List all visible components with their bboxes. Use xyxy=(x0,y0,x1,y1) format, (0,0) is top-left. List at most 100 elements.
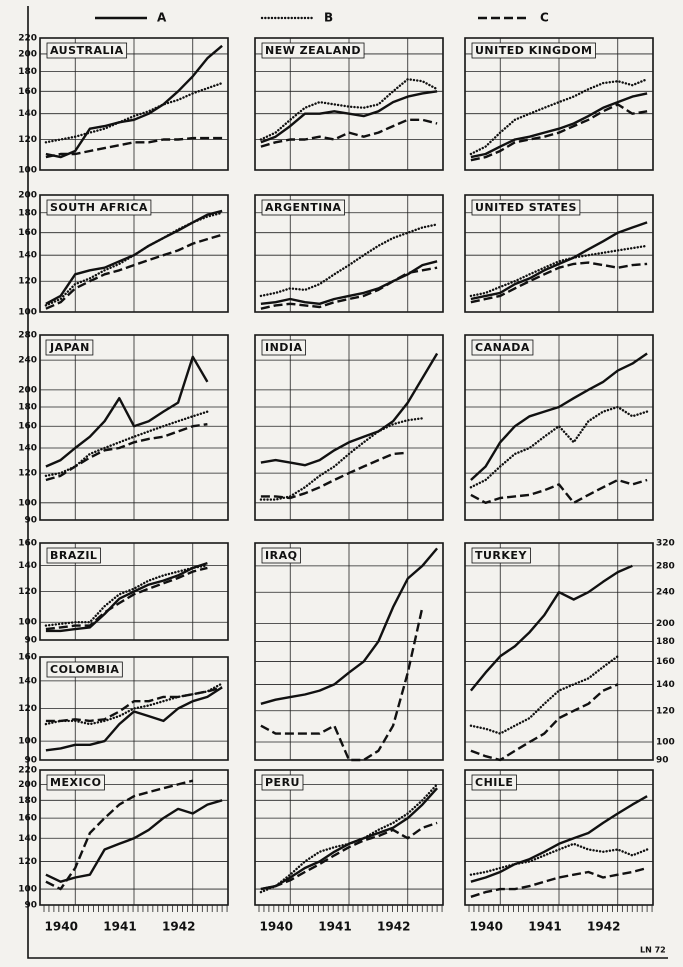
y-tick-label: 120 xyxy=(18,857,37,867)
y-tick-label: 100 xyxy=(18,737,37,747)
y-tick-label: 120 xyxy=(656,706,675,716)
series-line xyxy=(45,686,223,752)
y-tick-label: 140 xyxy=(18,834,37,844)
x-tick-label: 1942 xyxy=(377,920,410,934)
title-box xyxy=(471,547,531,564)
y-tick-label: 180 xyxy=(18,796,37,806)
legend-label: A xyxy=(157,11,167,25)
title-box xyxy=(471,774,517,791)
y-tick-label: 240 xyxy=(18,356,37,366)
y-tick-label: 200 xyxy=(18,49,37,59)
y-tick-label: 100 xyxy=(18,308,37,318)
panel: 1940 1941 1942 CHILE xyxy=(464,769,654,934)
panel-title: IRAQ xyxy=(265,549,297,562)
panel-title: MEXICO xyxy=(50,776,101,789)
series-line xyxy=(260,266,438,310)
series-line xyxy=(260,352,439,467)
panel: 90 100 120 140 160 BRAZIL xyxy=(18,539,229,646)
panel: IRAQ xyxy=(254,542,444,762)
x-tick-label: 1940 xyxy=(260,920,293,934)
series-line xyxy=(44,564,209,627)
series-line xyxy=(260,451,408,500)
y-tick-label: 160 xyxy=(656,657,675,667)
y-tick-label: 120 xyxy=(18,704,37,714)
series-line xyxy=(469,655,619,735)
y-tick-label: 180 xyxy=(18,403,37,413)
series-line xyxy=(45,44,223,159)
title-box xyxy=(261,339,306,356)
series-line xyxy=(469,564,633,692)
panel-title: COLOMBIA xyxy=(50,663,119,676)
panel-title: UNITED KINGDOM xyxy=(475,44,593,57)
y-tick-label: 100 xyxy=(656,737,675,747)
series-line xyxy=(259,783,439,894)
x-tick-label: 1941 xyxy=(528,920,561,934)
panel: 90 100 120 140 160 180 200 240 280 320 TURKEY xyxy=(464,539,675,766)
panel: INDIA xyxy=(254,334,444,521)
panel: 90 100 120 140 160 180 200 240 280 JAPAN xyxy=(18,331,229,526)
series-line xyxy=(45,233,223,310)
title-box xyxy=(46,199,152,216)
title-box xyxy=(46,661,123,678)
y-tick-label: 120 xyxy=(18,469,37,479)
series-line xyxy=(469,78,649,156)
series-line xyxy=(470,103,648,162)
y-tick-label: 100 xyxy=(18,498,37,508)
footer: LN 72 xyxy=(640,946,666,955)
title-box xyxy=(471,42,596,59)
y-tick-label: 90 xyxy=(656,756,669,766)
series-line xyxy=(45,355,209,468)
panel-title: BRAZIL xyxy=(50,549,97,562)
title-box xyxy=(261,42,365,59)
y-tick-label: 100 xyxy=(18,885,37,895)
series-line xyxy=(260,606,424,762)
y-tick-label: 280 xyxy=(656,561,675,571)
y-tick-label: 120 xyxy=(18,587,37,597)
series-line xyxy=(45,779,194,891)
panel-title: NEW ZEALAND xyxy=(265,44,361,57)
x-tick-label: 1940 xyxy=(470,920,503,934)
title-box xyxy=(261,774,304,791)
panel: UNITED STATES xyxy=(464,194,654,313)
panel-title: JAPAN xyxy=(49,341,90,354)
y-tick-label: 100 xyxy=(18,618,37,628)
series-line xyxy=(470,92,648,159)
title-box xyxy=(261,547,301,564)
y-tick-label: 140 xyxy=(18,561,37,571)
panel-title: CANADA xyxy=(475,341,530,354)
series-line xyxy=(44,682,224,726)
panel: 100 120 140 160 180 200 220 AUSTRALIA xyxy=(18,34,229,176)
series-line xyxy=(45,686,223,723)
x-tick-label: 1941 xyxy=(103,920,136,934)
y-tick-label: 160 xyxy=(18,539,37,549)
y-tick-label: 90 xyxy=(24,901,37,911)
series-line xyxy=(45,566,208,631)
series-line xyxy=(260,547,439,705)
title-box xyxy=(46,547,101,564)
x-tick-label: 1940 xyxy=(45,920,78,934)
page-border xyxy=(27,6,668,959)
series-line xyxy=(44,211,224,307)
panel-title: ARGENTINA xyxy=(265,201,342,214)
y-tick-label: 140 xyxy=(18,443,37,453)
title-box xyxy=(471,339,534,356)
series-line xyxy=(45,799,223,883)
y-tick-label: 180 xyxy=(656,637,675,647)
series-line xyxy=(470,261,648,304)
title-box xyxy=(261,199,345,216)
series-line xyxy=(469,244,649,298)
title-box xyxy=(46,42,128,59)
panel-title: UNITED STATES xyxy=(475,201,577,214)
x-tick-label: 1941 xyxy=(318,920,351,934)
series-line xyxy=(44,81,224,144)
panel-title: SOUTH AFRICA xyxy=(50,201,148,214)
series-line xyxy=(470,866,648,898)
series-line xyxy=(259,417,424,501)
y-tick-label: 220 xyxy=(18,34,37,44)
series-line xyxy=(470,795,648,883)
panel: 100 120 140 160 180 200 SOUTH AFRICA xyxy=(18,191,229,318)
x-tick-label: 1942 xyxy=(162,920,195,934)
panel: 90 100 120 140 160 COLOMBIA xyxy=(18,653,229,766)
y-tick-label: 140 xyxy=(18,676,37,686)
